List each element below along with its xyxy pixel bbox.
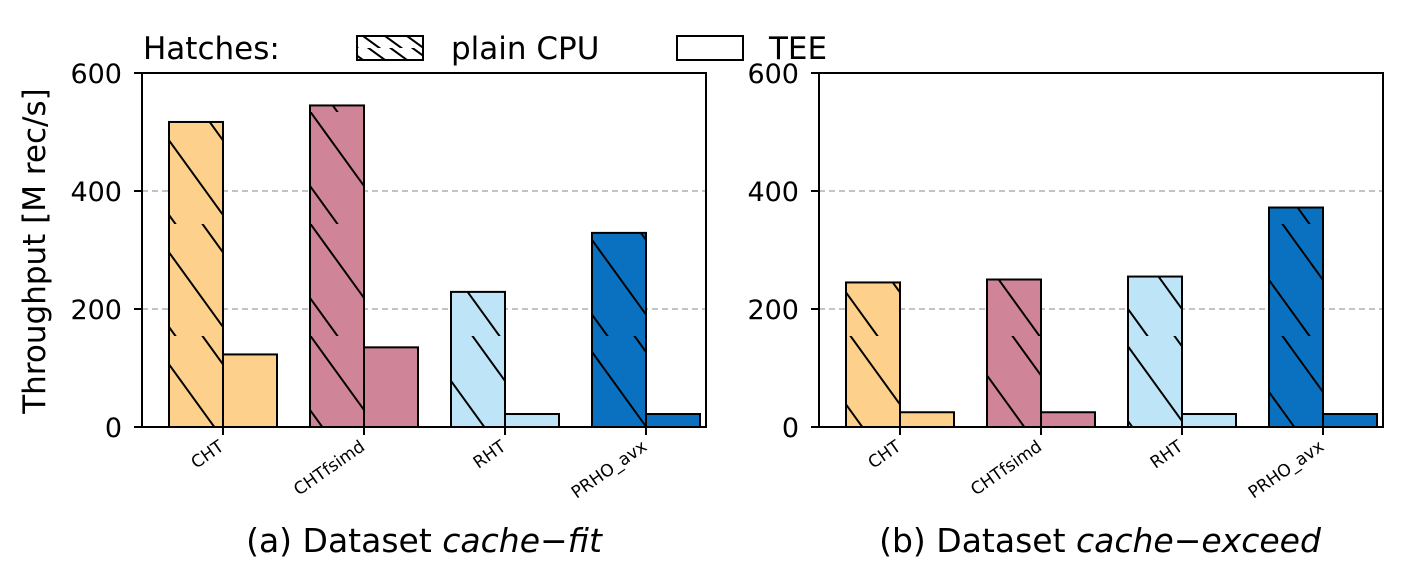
legend-swatch-plain-cpu [356, 35, 424, 61]
bar-CHTfsimd-tee [1041, 412, 1095, 427]
bars-a [168, 104, 701, 429]
caption-b-math: cache−exceed [1076, 521, 1322, 560]
y-tick-label: 200 [70, 295, 122, 326]
x-tick-label-RHT: RHT [470, 436, 511, 473]
y-tick-label: 600 [747, 59, 799, 90]
bar-hatch-PRHO_avx [592, 232, 646, 427]
bar-hatch-CHTfsimd [987, 279, 1041, 427]
x-tick-label-PRHO_avx: PRHO_avx [1245, 437, 1328, 503]
x-tick-label-RHT: RHT [1147, 436, 1188, 473]
plot-frame-a [141, 72, 707, 428]
caption-b-prefix: (b) Dataset [879, 521, 1076, 560]
caption-a: (a) Dataset cache−fit [246, 521, 603, 560]
legend: Hatches: plain CPU TEE [143, 31, 827, 67]
x-tick-label-CHT: CHT [865, 436, 906, 473]
legend-label-plain-cpu: plain CPU [451, 31, 599, 67]
legend-title: Hatches: [143, 31, 280, 67]
bar-CHT-tee [900, 412, 954, 427]
bar-CHTfsimd-tee [364, 347, 418, 427]
y-tick-label: 200 [747, 295, 799, 326]
plot-frame-b [818, 72, 1384, 428]
y-tick-label: 400 [747, 177, 799, 208]
y-tick-label: 400 [70, 177, 122, 208]
x-ticks-b: CHT CHTfsimd RHT PRHO_avx [865, 427, 1328, 503]
x-ticks-a: CHT CHTfsimd RHT PRHO_avx [188, 427, 651, 503]
bar-hatch-CHTfsimd [310, 105, 364, 427]
x-tick-label-PRHO_avx: PRHO_avx [568, 437, 651, 503]
bar-PRHO_avx-tee [646, 414, 700, 427]
y-ticks-a: 0 200 400 600 [70, 59, 142, 444]
y-tick-label: 0 [105, 413, 122, 444]
caption-b: (b) Dataset cache−exceed [879, 521, 1322, 560]
x-tick-label-CHT: CHT [188, 436, 229, 473]
bar-hatch-RHT [1128, 276, 1182, 427]
chart-panel-a: 0 200 400 600 CHT CHTfsimd RHT PRHO_avx (a) Da… [70, 59, 707, 560]
bar-hatch-CHT [169, 121, 223, 427]
y-tick-label: 0 [782, 413, 799, 444]
x-tick-label-CHTfsimd: CHTfsimd [290, 437, 369, 500]
caption-a-prefix: (a) Dataset [246, 521, 442, 560]
y-tick-label: 600 [70, 59, 122, 90]
y-axis-label: Throughput [M rec/s] [17, 88, 53, 415]
bar-RHT-tee [1182, 414, 1236, 427]
legend-item-tee: TEE [676, 31, 827, 67]
legend-item-plain-cpu: plain CPU [356, 31, 599, 67]
bar-hatch-RHT [451, 291, 505, 427]
bar-hatch-CHT [846, 282, 900, 427]
bar-CHT-tee [223, 354, 277, 427]
chart-panel-b: 0 200 400 600 CHT CHTfsimd RHT PRHO_avx (b) Da… [747, 59, 1384, 560]
bar-PRHO_avx-tee [1323, 414, 1377, 427]
bars-b [845, 206, 1378, 429]
legend-label-tee: TEE [768, 31, 827, 67]
bar-hatch-PRHO_avx [1269, 207, 1323, 427]
y-ticks-b: 0 200 400 600 [747, 59, 819, 444]
legend-swatch-tee [676, 35, 744, 61]
caption-a-math: cache−fit [442, 521, 603, 560]
bar-RHT-tee [505, 414, 559, 427]
x-tick-label-CHTfsimd: CHTfsimd [967, 437, 1046, 500]
